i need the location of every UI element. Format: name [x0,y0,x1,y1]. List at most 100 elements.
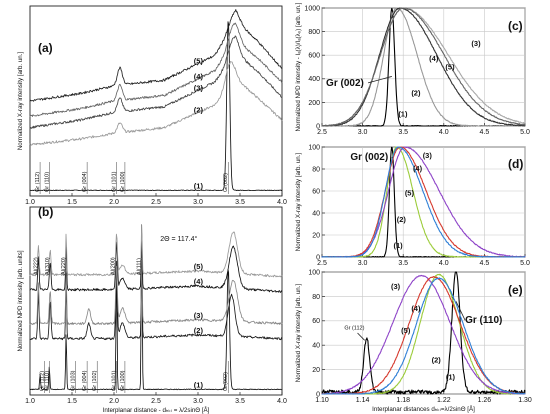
x-tick-label: 1.18 [396,397,410,404]
y-tick-label: 200 [308,100,320,107]
plot-area [321,146,526,258]
peak-label: Gr (101) [112,370,118,391]
callout-leader [367,76,392,84]
x-tick-label: 3.5 [398,260,408,267]
y-tick-label: 100 [308,269,320,276]
curve-label: (2) [411,88,421,97]
callout-leader-secondary [357,332,365,341]
peak-label: Gr (101) [112,171,118,192]
curve-label: (5) [194,262,204,271]
top-peak-label: Al(220) [61,257,67,275]
x-tick-label: 1.30 [518,397,532,404]
plot-area [29,206,283,396]
plot-area [321,7,526,127]
peak-label: Gr (100) [120,370,126,391]
x-tick-label: 4.0 [439,260,449,267]
panel-c: 2.5 3.0 3.5 4.0 4.5 5.0 0 200 400 600 800 1000Norma… [295,2,530,136]
y-axis-title: Normalized X-ray intensity [arb. un.] [17,52,24,151]
x-tick-label: 4.5 [480,260,490,267]
series-line-2 [321,7,526,127]
series-line-4 [321,7,526,127]
panel-a: 1.0 1.5 2.0 2.5 3.0 3.5 4.0 Normalized X-ray in… [17,5,287,206]
panel-tag: (b) [38,205,53,219]
x-tick-label: 1.26 [478,397,492,404]
x-tick-label: 3.5 [235,199,245,206]
y-tick-label: 60 [312,318,320,325]
series-line-5 [321,277,526,395]
callout-label: Gr (110) [465,315,502,326]
curve-label: (1) [194,380,204,389]
curve-label: (5) [401,326,411,335]
x-tick-label: 3.0 [358,129,368,136]
curve-label: (2) [194,326,204,335]
series-line-2 [29,263,283,341]
y-tick-label: 0 [316,123,320,130]
x-tick-label: 3.5 [235,398,245,405]
panel-tag: (d) [508,157,523,171]
y-axis-title: Normalized X-ray intensity [arb. un.] [295,153,302,252]
angle-annotation: 2Θ = 117.4° [160,235,197,243]
x-tick-label: 2.5 [151,199,161,206]
y-tick-label: 20 [312,232,320,239]
callout-label: Gr (002) [350,152,388,163]
series-line-1 [29,21,283,192]
x-tick-label: 5.0 [520,129,530,136]
peak-label: Gr (112) [39,371,45,391]
x-tick-label: 1.5 [67,398,77,405]
panel-tag: (a) [38,41,53,55]
callout-label-secondary: Gr (112) [344,325,364,331]
x-tick-label: 1.10 [315,397,329,404]
x-tick-label: 2.0 [109,199,119,206]
peak-label: Gr (103) [70,370,76,391]
curve-label: (3) [391,282,401,291]
curve-label: (4) [194,72,204,81]
curve-label: (5) [405,188,415,197]
x-axis-title: Interplanar distance - dₕₖₗ = λ/2sinΘ [Å… [103,407,210,414]
curve-label: (5) [445,62,455,71]
curve-label: (1) [393,241,403,250]
series-line-3 [29,257,283,326]
y-tick-label: 1000 [304,5,320,12]
series-line-3 [321,274,526,395]
panel-tag: (e) [508,283,523,297]
curve-label: (3) [423,151,433,160]
x-tick-label: 1.14 [356,397,370,404]
peak-label: Gr(002) [223,173,229,192]
x-tick-label: 3.5 [398,129,408,136]
callout-label: Gr (002) [326,78,364,89]
x-tick-label: 4.0 [277,199,287,206]
x-tick-label: 4.0 [439,129,449,136]
panel-tag: (c) [508,19,523,33]
peak-label: Gr (110) [44,371,50,391]
curve-label: (4) [429,54,439,63]
curve-label: (4) [413,164,423,173]
callout-leader [455,301,466,321]
series-line-4 [29,232,283,293]
y-axis-title: Normalized X-ray intensity [arb. un.] [295,284,302,383]
y-tick-label: 0 [316,391,320,398]
peak-label: Gr(002) [223,372,229,391]
y-tick-label: 600 [308,53,320,60]
curve-label: (3) [471,39,481,48]
peak-label: Gr (004) [82,370,88,391]
x-axis-title: Interplanar distances dₕₖₗ=λ/2sinΘ [Å] [372,406,475,413]
x-tick-label: 2.5 [317,129,327,136]
y-axis-title: Normalized NPD intensity - Iₐ(λ)/Iₐ(λ₀) … [295,2,302,131]
series-line-1 [29,224,283,391]
series-line-5 [29,224,283,278]
top-peak-label: Al(111) [137,258,143,275]
series-line-5 [29,9,283,102]
x-tick-label: 3.0 [193,199,203,206]
y-tick-label: 60 [312,188,320,195]
panel-d: 2.5 3.0 3.5 4.0 4.5 5.0 0 20 40 60 80 100 Normalized… [295,144,530,267]
curve-label: (2) [432,355,442,364]
curve-label: (4) [194,277,204,286]
peak-label: Gr (110) [44,172,50,192]
series-line-5 [321,146,526,258]
x-tick-label: 1.22 [437,397,451,404]
plot-area [29,5,283,197]
y-axis-title: Normalized NPD intensity [arb. units] [17,250,24,351]
curve-label: (5) [194,57,204,66]
series-line-4 [29,22,283,117]
